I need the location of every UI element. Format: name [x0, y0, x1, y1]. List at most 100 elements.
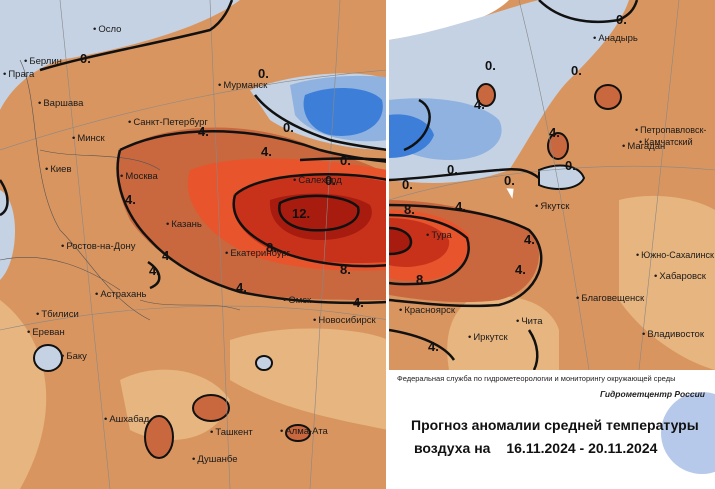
city-label: Ташкент [210, 428, 252, 438]
isoline-label: 4. [428, 339, 439, 354]
sea-area [389, 0, 509, 40]
isoline-label: 4. [236, 280, 247, 295]
city-label: Петропавловск- [635, 125, 706, 135]
city-label: Тбилиси [36, 310, 78, 320]
isoline-label: 4. [524, 232, 535, 247]
warm-spot [144, 415, 174, 459]
isoline-label: 0. [565, 158, 576, 173]
graticule [389, 165, 715, 201]
warm-light-area [230, 328, 388, 430]
city-label: Санкт-Петербург [128, 118, 208, 128]
city-label: Новосибирск [313, 316, 375, 326]
graticule [518, 0, 590, 371]
isoline-4 [116, 149, 388, 305]
city-label: Владивосток [642, 330, 704, 340]
dates-prefix: воздуха на [414, 440, 491, 456]
isoline-4 [119, 130, 388, 164]
isoline-label: 4. [455, 199, 466, 214]
cold-area-strong [389, 114, 434, 158]
isoline-label: 0. [447, 162, 458, 177]
city-label: Минск [72, 134, 104, 144]
isoline-label: 0. [504, 173, 515, 188]
city-label: Якутск [535, 202, 569, 212]
border-lines [0, 59, 241, 321]
left-map-graphic [0, 0, 388, 489]
warm-light-area [0, 300, 47, 489]
isoline-label: 4. [261, 144, 272, 159]
brand-name: Гидрометцентр России [599, 389, 705, 399]
forecast-dates: воздуха на 16.11.2024 - 20.11.2024 [414, 440, 657, 456]
forecast-title: Прогноз аномалии средней температуры [411, 417, 699, 433]
isoline-4 [389, 328, 456, 361]
logo-circle [661, 392, 715, 474]
isoline-label: 4. [125, 192, 136, 207]
isoline-8 [389, 213, 470, 286]
city-label: Камчатский [639, 137, 692, 147]
graticule [638, 0, 680, 371]
city-label: Ашхабад [104, 415, 149, 425]
graticule [0, 69, 388, 151]
city-label: Прага [3, 70, 34, 80]
isoline-label: 0. [80, 51, 91, 66]
isoline-label: 4. [353, 295, 364, 310]
city-label: Киев [45, 165, 71, 175]
isoline-4 [527, 329, 539, 371]
isoline-8 [389, 226, 413, 256]
isoline-label: 0. [485, 58, 496, 73]
date-range: 16.11.2024 - 20.11.2024 [506, 440, 658, 456]
warm-dark-red-area [269, 193, 372, 240]
forecast-info-box: Федеральная служба по гидрометеорологии … [389, 370, 715, 489]
warm-spot [547, 132, 569, 160]
isoline-0 [39, 0, 234, 72]
isoline-label: 0. [616, 12, 627, 27]
isoline-0 [0, 179, 9, 217]
isoline-label: 8. [340, 262, 351, 277]
city-label: Иркутск [468, 333, 507, 343]
warm-spot [594, 84, 622, 110]
warm-light-area [619, 195, 715, 370]
city-label: Баку [61, 352, 87, 362]
city-label: Омск [283, 296, 311, 306]
city-label: Красноярск [399, 306, 455, 316]
city-label: Москва [120, 172, 157, 182]
city-label: Душанбе [192, 455, 237, 465]
isoline-0 [254, 94, 388, 152]
warm-spot [192, 394, 230, 422]
city-label: Астрахань [95, 290, 146, 300]
isoline-label: 12. [292, 206, 311, 221]
right-map-graphic [389, 0, 715, 371]
isoline-0 [538, 0, 639, 24]
city-label: Ереван [27, 328, 64, 338]
graticule [209, 0, 231, 489]
city-label: Благовещенск [576, 294, 644, 304]
city-label: Анадырь [593, 34, 637, 44]
city-label: Берлин [24, 57, 62, 67]
graticule [309, 0, 341, 489]
city-label: Варшава [38, 99, 83, 109]
isoline-label: 0. [340, 153, 351, 168]
city-label: Хабаровск [654, 272, 706, 282]
isoline-label: 0. [283, 120, 294, 135]
warm-spot [476, 83, 496, 107]
cold-area [0, 0, 240, 110]
isoline-label: 4. [198, 124, 209, 139]
isoline-0 [299, 157, 388, 162]
isoline-label: 4. [515, 262, 526, 277]
city-label: Мурманск [218, 81, 267, 91]
isoline-label: 8. [416, 272, 427, 287]
city-label: Чита [516, 317, 542, 327]
city-label: Осло [93, 25, 121, 35]
panel-divider [386, 0, 389, 489]
city-label: Южно-Сахалинск [636, 250, 714, 260]
agency-name: Федеральная служба по гидрометеорологии … [397, 374, 676, 383]
isoline-label: 4. [149, 263, 160, 278]
isoline-label: 0. [258, 66, 269, 81]
isoline-4 [147, 260, 161, 290]
isoline-label: 4. [549, 125, 560, 140]
isoline-0 [403, 98, 431, 152]
isoline-0 [389, 168, 540, 182]
cold-spot [33, 344, 63, 372]
city-label: Екатеринбург [225, 249, 290, 259]
warm-dark-red-area [389, 228, 411, 254]
city-label: Салехард [293, 176, 341, 186]
